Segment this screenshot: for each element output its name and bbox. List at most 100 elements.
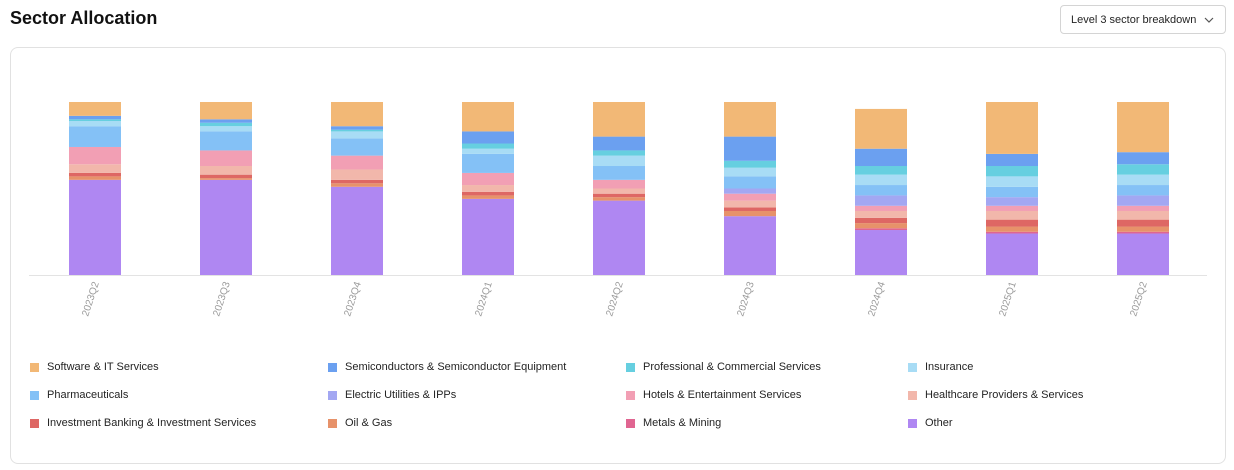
bar-segment[interactable]	[1117, 205, 1169, 211]
legend-item[interactable]: Professional & Commercial Services	[626, 360, 908, 374]
bar-segment[interactable]	[593, 188, 645, 194]
bar-segment[interactable]	[1117, 102, 1169, 153]
bar-segment[interactable]	[593, 155, 645, 167]
bar-segment[interactable]	[462, 191, 514, 196]
legend-item[interactable]: Investment Banking & Investment Services	[30, 416, 328, 430]
bar-segment[interactable]	[331, 186, 383, 275]
legend-item[interactable]: Healthcare Providers & Services	[908, 388, 1208, 402]
bar-segment[interactable]	[593, 166, 645, 180]
legend-item[interactable]: Hotels & Entertainment Services	[626, 388, 908, 402]
bar-segment[interactable]	[1117, 164, 1169, 175]
bar-segment[interactable]	[1117, 185, 1169, 196]
legend-item[interactable]: Other	[908, 416, 1208, 430]
bar-segment[interactable]	[986, 153, 1038, 167]
bar-segment[interactable]	[1117, 210, 1169, 220]
bar-segment[interactable]	[986, 186, 1038, 198]
bar-segment[interactable]	[724, 200, 776, 208]
bar-segment[interactable]	[69, 119, 121, 122]
bar-segment[interactable]	[855, 230, 907, 275]
bar-segment[interactable]	[331, 155, 383, 170]
bar-segment[interactable]	[462, 143, 514, 149]
bar-segment[interactable]	[724, 176, 776, 189]
bar-segment[interactable]	[986, 233, 1038, 275]
bar-segment[interactable]	[462, 195, 514, 199]
bar-segment[interactable]	[1117, 233, 1169, 275]
bar-segment[interactable]	[69, 115, 121, 120]
bar-segment[interactable]	[331, 131, 383, 139]
legend-item[interactable]: Semiconductors & Semiconductor Equipment	[328, 360, 626, 374]
bar-segment[interactable]	[724, 167, 776, 177]
bar-segment[interactable]	[331, 183, 383, 187]
bar-segment[interactable]	[986, 219, 1038, 227]
bar-segment[interactable]	[462, 153, 514, 173]
bar-segment[interactable]	[200, 126, 252, 132]
bar-segment[interactable]	[200, 119, 252, 123]
bar-segment[interactable]	[986, 102, 1038, 154]
bar-segment[interactable]	[462, 148, 514, 154]
bar-segment[interactable]	[724, 136, 776, 161]
bar-segment[interactable]	[69, 179, 121, 275]
bar-segment[interactable]	[855, 223, 907, 229]
bar-segment[interactable]	[331, 102, 383, 127]
bar-segment[interactable]	[986, 176, 1038, 187]
bar-segment[interactable]	[331, 169, 383, 180]
bar-segment[interactable]	[593, 136, 645, 151]
bar-segment[interactable]	[593, 150, 645, 156]
legend-item[interactable]: Electric Utilities & IPPs	[328, 388, 626, 402]
bar-segment[interactable]	[593, 197, 645, 201]
bar-segment[interactable]	[69, 172, 121, 177]
bar-segment[interactable]	[855, 166, 907, 175]
bar-segment[interactable]	[462, 131, 514, 144]
bar-segment[interactable]	[593, 200, 645, 275]
bar-segment[interactable]	[724, 210, 776, 217]
bar-segment[interactable]	[331, 179, 383, 184]
legend-item[interactable]: Software & IT Services	[30, 360, 328, 374]
bar-segment[interactable]	[462, 102, 514, 132]
bar-segment[interactable]	[855, 108, 907, 149]
bar-segment[interactable]	[986, 197, 1038, 206]
bar-segment[interactable]	[200, 178, 252, 180]
bar-segment[interactable]	[69, 146, 121, 165]
bar-segment[interactable]	[200, 166, 252, 175]
bar-segment[interactable]	[986, 231, 1038, 234]
bar-segment[interactable]	[69, 102, 121, 116]
sector-level-dropdown[interactable]: Level 3 sector breakdown	[1060, 5, 1226, 34]
bar-segment[interactable]	[331, 129, 383, 132]
bar-segment[interactable]	[593, 179, 645, 189]
bar-segment[interactable]	[855, 195, 907, 206]
legend-item[interactable]: Metals & Mining	[626, 416, 908, 430]
bar-segment[interactable]	[200, 131, 252, 151]
bar-segment[interactable]	[1117, 231, 1169, 234]
legend-item[interactable]: Insurance	[908, 360, 1208, 374]
bar-segment[interactable]	[462, 185, 514, 192]
bar-segment[interactable]	[200, 174, 252, 179]
bar-segment[interactable]	[1117, 152, 1169, 165]
bar-segment[interactable]	[331, 138, 383, 156]
bar-segment[interactable]	[986, 210, 1038, 220]
bar-segment[interactable]	[855, 228, 907, 231]
bar-segment[interactable]	[69, 164, 121, 173]
bar-segment[interactable]	[200, 150, 252, 167]
bar-segment[interactable]	[69, 176, 121, 180]
bar-segment[interactable]	[855, 185, 907, 196]
bar-segment[interactable]	[69, 126, 121, 147]
bar-segment[interactable]	[724, 160, 776, 168]
bar-segment[interactable]	[986, 205, 1038, 211]
bar-segment[interactable]	[724, 207, 776, 211]
bar-segment[interactable]	[724, 193, 776, 201]
bar-segment[interactable]	[855, 205, 907, 211]
bar-segment[interactable]	[855, 210, 907, 218]
legend-item[interactable]: Oil & Gas	[328, 416, 626, 430]
bar-segment[interactable]	[593, 193, 645, 198]
bar-segment[interactable]	[1117, 195, 1169, 206]
bar-segment[interactable]	[724, 102, 776, 137]
bar-segment[interactable]	[200, 122, 252, 127]
bar-segment[interactable]	[200, 102, 252, 120]
bar-segment[interactable]	[724, 216, 776, 275]
bar-segment[interactable]	[331, 126, 383, 130]
bar-segment[interactable]	[200, 179, 252, 275]
bar-segment[interactable]	[1117, 174, 1169, 186]
bar-segment[interactable]	[855, 148, 907, 167]
bar-segment[interactable]	[986, 226, 1038, 232]
bar-segment[interactable]	[69, 121, 121, 127]
